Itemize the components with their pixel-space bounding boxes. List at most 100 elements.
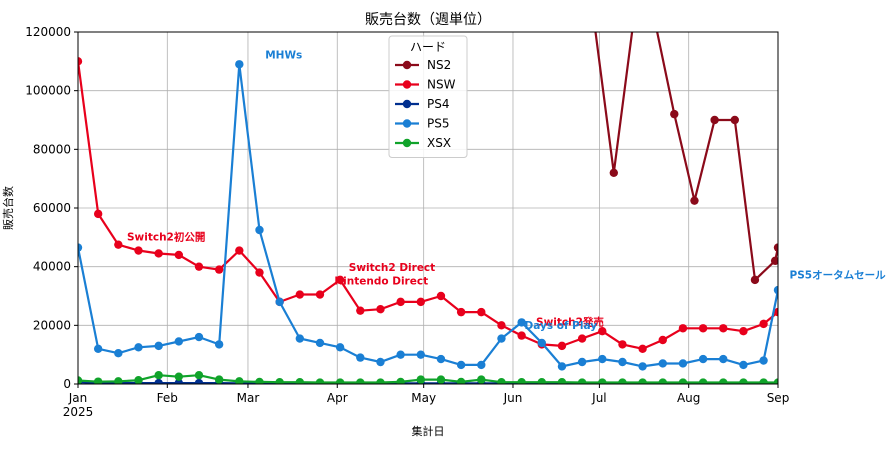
data-point-ns2 [770, 256, 778, 265]
data-point-nsw [295, 290, 305, 299]
data-point-nsw [154, 249, 163, 258]
data-point-xsx [658, 378, 667, 384]
annotation-label: MHWs [265, 49, 302, 61]
data-point-nsw [759, 319, 768, 329]
x-tick-label: Jun [503, 391, 523, 405]
x-tick-label: Sep [767, 391, 790, 405]
data-point-ps5 [477, 360, 486, 370]
data-point-ps5 [235, 60, 244, 69]
data-point-xsx [577, 378, 587, 384]
data-point-ps4 [194, 378, 204, 384]
data-point-xsx [739, 378, 748, 384]
data-point-xsx [517, 378, 526, 384]
data-point-ps5 [356, 353, 365, 362]
x-tick-label: May [411, 391, 436, 405]
data-point-ps5 [93, 344, 103, 353]
y-tick-label: 40000 [33, 260, 71, 274]
data-point-ps5 [396, 350, 405, 359]
legend-marker-ps4 [402, 99, 412, 109]
data-point-nsw [557, 341, 567, 351]
annotation-label: PS5オータムセール [790, 269, 887, 281]
legend: ハード NS2 NSW PS4 PS5 XSX [388, 35, 468, 158]
x-tick-label: Apr [327, 391, 348, 405]
data-point-ps5 [275, 297, 284, 307]
data-point-xsx [376, 378, 385, 384]
data-point-nsw [577, 334, 587, 343]
data-point-ps5 [759, 356, 768, 365]
data-point-ps5 [618, 357, 627, 367]
data-point-xsx [335, 378, 345, 384]
data-point-ps5 [114, 349, 123, 358]
data-point-xsx [678, 378, 688, 384]
data-point-nsw [396, 297, 405, 307]
data-point-xsx [255, 377, 264, 384]
data-point-xsx [275, 378, 284, 384]
data-point-xsx [436, 375, 446, 384]
data-point-ps5 [557, 362, 567, 371]
data-point-ns2 [773, 243, 778, 252]
data-point-ns2 [670, 109, 679, 119]
data-point-ps4 [154, 378, 163, 384]
data-point-nsw [93, 209, 103, 219]
data-point-ps5 [154, 341, 163, 351]
x-axis-title: 集計日 [412, 424, 445, 438]
data-point-nsw [335, 275, 345, 285]
data-point-xsx [134, 375, 143, 384]
y-tick-label: 120000 [25, 25, 71, 39]
data-point-xsx [638, 378, 647, 384]
data-point-xsx [497, 378, 506, 384]
data-point-xsx [93, 377, 103, 384]
x-tick-label: Feb [157, 391, 178, 405]
data-point-nsw [456, 307, 466, 317]
data-point-ps5 [773, 285, 778, 295]
data-point-xsx [295, 378, 305, 384]
y-tick-label: 0 [63, 377, 71, 391]
annotation-label: Nintendo Direct [334, 275, 428, 287]
data-point-ns2 [750, 275, 760, 285]
data-point-xsx [719, 378, 728, 384]
data-point-ns2 [710, 115, 719, 125]
data-point-ns2 [609, 168, 619, 177]
data-point-nsw [497, 321, 506, 330]
data-point-nsw [719, 324, 728, 333]
data-point-nsw [356, 306, 365, 315]
data-point-xsx [618, 378, 627, 384]
legend-marker-ps5 [402, 119, 412, 128]
data-point-ps5 [416, 350, 425, 359]
data-point-nsw [618, 340, 627, 349]
data-point-ps5 [436, 354, 446, 364]
y-axis-title: 販売台数 [1, 186, 15, 230]
data-point-xsx [698, 378, 708, 384]
data-point-xsx [114, 377, 123, 384]
legend-label-xsx: XSX [427, 136, 451, 150]
data-point-nsw [436, 291, 446, 301]
data-point-xsx [773, 378, 778, 384]
data-point-ps5 [658, 359, 667, 368]
data-point-nsw [517, 331, 526, 340]
data-point-ns2 [690, 196, 699, 205]
data-point-xsx [78, 376, 83, 384]
data-point-ps5 [678, 359, 688, 368]
data-point-xsx [396, 377, 405, 384]
data-point-nsw [678, 324, 688, 333]
data-point-ps5 [517, 318, 526, 327]
annotation-label: Switch2初公開 [127, 230, 205, 243]
data-point-nsw [698, 324, 708, 333]
x-tick-label: Jan [68, 391, 88, 405]
annotation-label: Switch2 Direct [349, 262, 435, 274]
legend-label-ns2: NS2 [427, 58, 451, 72]
y-tick-label: 20000 [33, 318, 71, 332]
data-point-ps5 [194, 332, 204, 342]
data-point-xsx [477, 375, 486, 384]
data-point-nsw [255, 268, 264, 277]
series-layer [78, 32, 778, 384]
data-point-ps5 [134, 343, 143, 352]
data-point-ps5 [698, 354, 708, 364]
data-point-ps5 [456, 360, 466, 370]
data-point-nsw [638, 344, 647, 353]
data-point-nsw [235, 246, 244, 255]
data-point-xsx [557, 378, 567, 384]
chart-title: 販売台数（週単位） [365, 12, 491, 28]
